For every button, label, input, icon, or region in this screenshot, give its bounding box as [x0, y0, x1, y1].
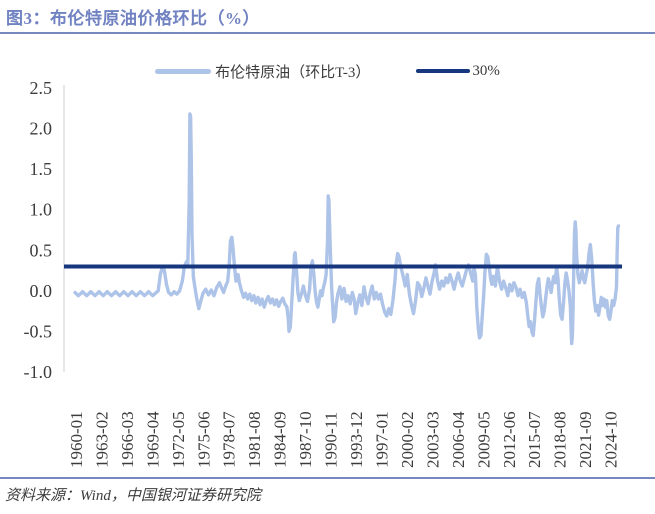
- legend-label-brent: 布伦特原油（环比T-3）: [215, 64, 371, 81]
- x-tick-label: 2000-02: [398, 411, 417, 468]
- x-tick-label: 1975-06: [194, 411, 213, 468]
- y-tick-label: 0.0: [30, 281, 53, 301]
- x-tick-label: 1966-03: [118, 411, 137, 468]
- x-tick-label: 1972-05: [169, 411, 188, 468]
- source-note: 资料来源：Wind，中国银河证券研究院: [5, 488, 261, 504]
- x-tick-label: 1981-08: [245, 411, 264, 468]
- legend-line-swatch-brent: [155, 68, 212, 74]
- legend-line-swatch-threshold: [416, 69, 471, 73]
- x-tick-label: 2021-09: [576, 411, 595, 468]
- chart-legend: 布伦特原油（环比T-3） 30%: [0, 60, 655, 82]
- y-tick-label: 0.5: [30, 240, 53, 260]
- y-tick-label: 2.0: [30, 119, 53, 139]
- x-tick-label: 2003-03: [423, 411, 442, 468]
- bottom-divider: [0, 477, 655, 479]
- x-tick-label: 1960-01: [67, 411, 86, 468]
- x-tick-label: 2018-08: [551, 411, 570, 468]
- y-tick-label: 1.5: [30, 159, 53, 179]
- brent-series-line: [73, 112, 621, 346]
- y-tick-label: -0.5: [24, 321, 53, 341]
- x-tick-label: 1987-10: [296, 411, 315, 468]
- figure-title: 图3：布伦特原油价格环比（%）: [6, 9, 260, 28]
- y-tick-label: 2.5: [30, 78, 53, 98]
- top-divider: [0, 32, 655, 34]
- legend-label-threshold: 30%: [472, 62, 500, 79]
- y-tick-label: 1.0: [30, 200, 53, 220]
- x-tick-label: 1993-12: [347, 411, 366, 468]
- x-tick-label: 1969-04: [143, 411, 162, 468]
- x-tick-label: 2012-06: [500, 411, 519, 468]
- x-tick-label: 2024-10: [602, 411, 621, 468]
- x-tick-label: 1990-11: [322, 412, 341, 468]
- x-tick-label: 2015-07: [525, 411, 544, 468]
- x-tick-label: 2009-05: [474, 411, 493, 468]
- x-tick-label: 2006-04: [449, 411, 468, 468]
- x-tick-label: 1997-01: [372, 411, 391, 468]
- x-tick-label: 1963-02: [92, 411, 111, 468]
- y-tick-label: -1.0: [24, 362, 53, 382]
- x-tick-label: 1978-07: [220, 411, 239, 468]
- x-tick-label: 1984-09: [271, 411, 290, 468]
